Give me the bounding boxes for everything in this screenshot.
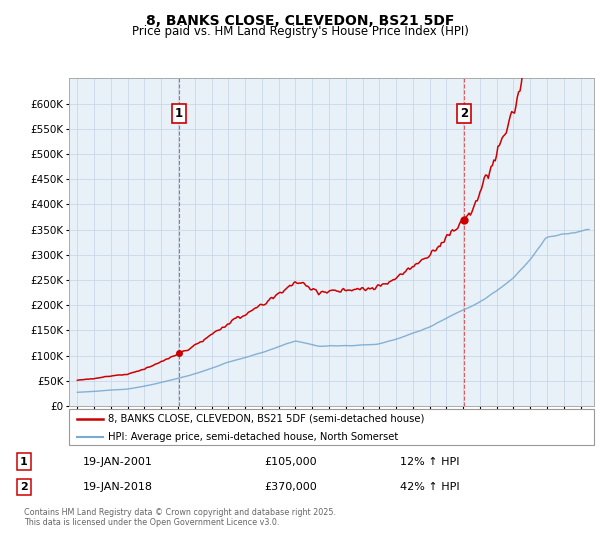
Text: HPI: Average price, semi-detached house, North Somerset: HPI: Average price, semi-detached house,… [109, 432, 398, 442]
Text: 2: 2 [20, 482, 28, 492]
Text: 42% ↑ HPI: 42% ↑ HPI [400, 482, 460, 492]
Text: 19-JAN-2018: 19-JAN-2018 [82, 482, 152, 492]
Text: 1: 1 [175, 107, 183, 120]
Text: 12% ↑ HPI: 12% ↑ HPI [400, 456, 460, 466]
Text: 8, BANKS CLOSE, CLEVEDON, BS21 5DF (semi-detached house): 8, BANKS CLOSE, CLEVEDON, BS21 5DF (semi… [109, 414, 425, 424]
Text: Price paid vs. HM Land Registry's House Price Index (HPI): Price paid vs. HM Land Registry's House … [131, 25, 469, 39]
Text: 2: 2 [460, 107, 468, 120]
Text: £105,000: £105,000 [265, 456, 317, 466]
Text: 1: 1 [20, 456, 28, 466]
Text: £370,000: £370,000 [265, 482, 317, 492]
Text: Contains HM Land Registry data © Crown copyright and database right 2025.
This d: Contains HM Land Registry data © Crown c… [23, 508, 335, 528]
Text: 19-JAN-2001: 19-JAN-2001 [82, 456, 152, 466]
Text: 8, BANKS CLOSE, CLEVEDON, BS21 5DF: 8, BANKS CLOSE, CLEVEDON, BS21 5DF [146, 14, 454, 28]
